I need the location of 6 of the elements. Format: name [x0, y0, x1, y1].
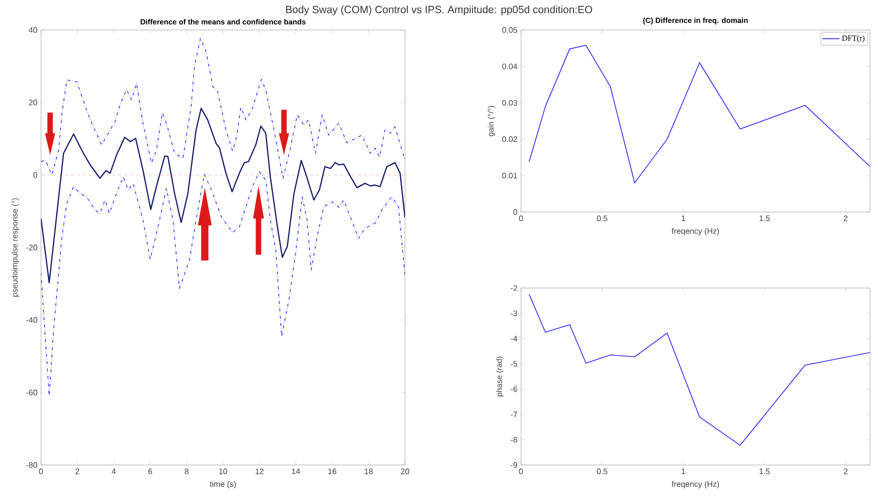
line-series: [528, 44, 870, 184]
line-series: [528, 294, 870, 446]
line-series: [41, 108, 406, 284]
line-series: [41, 171, 406, 397]
text: Body Sway (COM) Control vs IPS. Ampiitude: pp05d condition:EO: [286, 6, 592, 16]
line-series: [41, 38, 406, 179]
